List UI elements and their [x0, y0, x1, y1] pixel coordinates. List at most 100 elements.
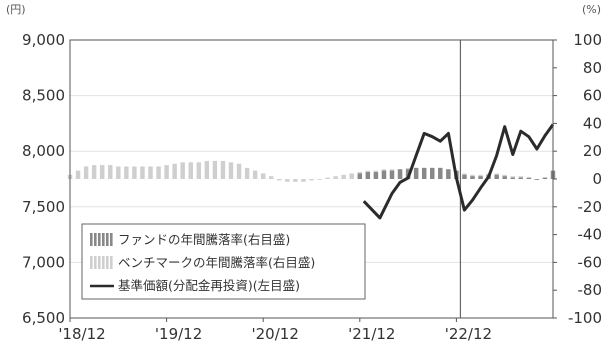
fund-bar [518, 177, 524, 179]
fund-bar [462, 174, 467, 179]
x-tick-label: '22/12 [445, 325, 492, 343]
legend-nav-label: 基準価額(分配金再投資)(左目盛) [118, 278, 300, 293]
fund-bar [494, 174, 499, 179]
benchmark-bar [132, 166, 137, 179]
benchmark-bar [260, 173, 266, 179]
benchmark-bar [196, 162, 202, 179]
left-tick-label: 9,000 [22, 31, 65, 49]
right-axis-unit: (%) [582, 3, 601, 16]
benchmark-bar [148, 166, 153, 179]
legend-swatch-bar [110, 256, 113, 269]
benchmark-bar [252, 170, 258, 179]
legend-swatch-bar [106, 233, 109, 246]
fund-bar [373, 172, 379, 179]
benchmark-bar [228, 162, 234, 179]
legend-swatch-bar [110, 233, 113, 246]
fund-bar [389, 170, 395, 179]
benchmark-bar [172, 163, 177, 179]
legend-swatch-bar [102, 233, 105, 246]
fund-bar [542, 177, 548, 179]
legend-swatch-bar [94, 233, 97, 246]
legend-box [81, 223, 366, 300]
benchmark-bar [140, 166, 145, 179]
benchmark-bar [301, 179, 306, 182]
x-tick-label: '21/12 [348, 325, 395, 343]
fund-bar [478, 176, 483, 179]
benchmark-bar [75, 170, 81, 179]
legend-benchmark-label: ベンチマークの年間騰落率(右目盛) [118, 255, 315, 270]
benchmark-bar [156, 166, 161, 179]
legend: ファンドの年間騰落率(右目盛) ベンチマークの年間騰落率(右目盛) 基準価額(分… [81, 223, 366, 300]
legend-swatch-bar [98, 256, 101, 269]
benchmark-bar [212, 160, 218, 179]
benchmark-bar [99, 165, 105, 179]
benchmark-bar [188, 162, 193, 179]
benchmark-bar [309, 179, 314, 181]
legend-swatch-bar [94, 256, 97, 269]
benchmark-bar [108, 165, 113, 179]
benchmark-bar [333, 176, 338, 179]
fund-bar [470, 176, 475, 179]
x-tick-label: '20/12 [252, 325, 299, 343]
fund-bar [397, 169, 403, 179]
right-tick-label: 0 [592, 170, 602, 188]
fund-bar [526, 177, 532, 179]
fund-bar [381, 170, 387, 179]
legend-fund-label: ファンドの年間騰落率(右目盛) [118, 232, 290, 247]
right-tick-label: -60 [578, 253, 603, 271]
legend-swatch-bar [102, 256, 105, 269]
right-tick-label: 100 [573, 31, 602, 49]
right-axis-ticks: 100 80 60 40 20 0 -20 -40 -60 -80 -100 [553, 31, 602, 327]
fund-bar [438, 167, 443, 179]
benchmark-bar [164, 165, 169, 179]
fund-bar [502, 176, 507, 179]
legend-benchmark-swatch [90, 256, 113, 269]
fund-bar [430, 167, 435, 179]
x-tick-label: '18/12 [58, 325, 105, 343]
benchmark-bar [277, 179, 282, 181]
fund-bar [534, 179, 540, 180]
benchmark-bar [341, 174, 346, 179]
left-tick-label: 7,000 [22, 253, 65, 271]
benchmark-bar [349, 173, 354, 179]
benchmark-bar [180, 162, 185, 179]
benchmark-bar [325, 177, 330, 179]
benchmark-bar [269, 176, 274, 179]
right-tick-label: 60 [583, 87, 602, 105]
right-tick-label: -40 [578, 226, 603, 244]
legend-swatch-bar [90, 233, 93, 246]
benchmark-bar [220, 160, 226, 179]
benchmark-bar [116, 166, 121, 179]
benchmark-bar [244, 167, 250, 179]
right-tick-label: -80 [578, 281, 603, 299]
right-tick-label: 20 [583, 142, 602, 160]
legend-swatch-bar [90, 256, 93, 269]
left-axis-unit: (円) [6, 3, 26, 16]
benchmark-bar [204, 160, 210, 179]
fund-bar [421, 167, 427, 179]
left-tick-label: 6,500 [22, 309, 65, 327]
fund-bar [446, 169, 451, 179]
left-tick-label: 7,500 [22, 198, 65, 216]
benchmark-bar [124, 166, 129, 179]
right-tick-label: -20 [578, 198, 603, 216]
benchmark-bar [83, 166, 89, 179]
benchmark-bar [91, 165, 97, 179]
nav-line [362, 123, 555, 220]
fund-bar [365, 172, 371, 179]
right-tick-label: 40 [583, 114, 602, 132]
legend-swatch-bar [98, 233, 101, 246]
benchmark-bar [317, 179, 322, 180]
benchmark-bar [285, 179, 290, 182]
x-axis-ticks: '18/12 '19/12 '20/12 '21/12 '22/12 [58, 318, 492, 343]
left-axis-ticks: 9,000 8,500 8,000 7,500 7,000 6,500 [22, 31, 65, 327]
x-tick-label: '19/12 [155, 325, 202, 343]
fund-bar [510, 177, 515, 179]
legend-fund-swatch [90, 233, 113, 246]
benchmark-bar [293, 179, 298, 182]
left-tick-label: 8,500 [22, 87, 65, 105]
fund-bar [413, 167, 419, 179]
right-tick-label: 80 [583, 59, 602, 77]
left-tick-label: 8,000 [22, 142, 65, 160]
